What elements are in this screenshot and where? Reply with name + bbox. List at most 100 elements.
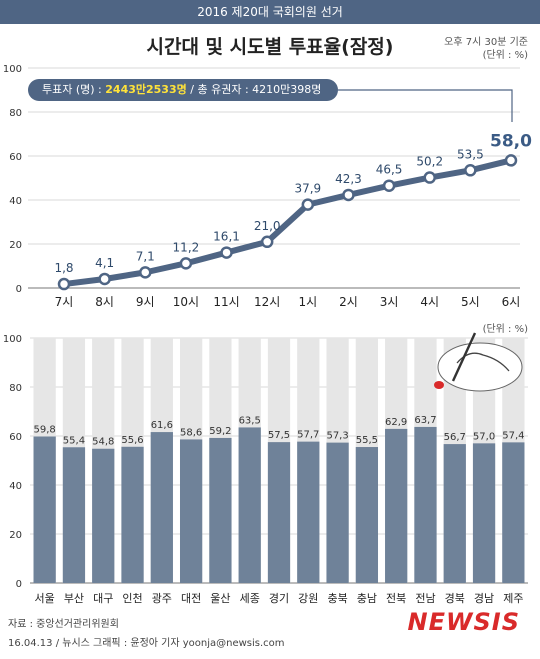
x-tick-label: 경기 (269, 592, 289, 605)
turnout-bar (326, 442, 349, 583)
x-tick-label: 전남 (415, 592, 435, 605)
bar-value-label: 55,6 (121, 435, 143, 446)
x-tick-label: 서울 (35, 592, 55, 605)
x-tick-label: 3시 (380, 295, 399, 309)
turnout-bar (414, 426, 437, 583)
hand-with-pen-icon (434, 332, 523, 392)
basis-note: 오후 7시 30분 기준 (단위 : %) (444, 36, 528, 62)
bar-value-label: 57,4 (502, 430, 524, 441)
y-tick-label: 100 (3, 64, 22, 75)
x-tick-label: 12시 (254, 295, 280, 309)
line-point (301, 198, 315, 211)
point-value-label: 21,0 (254, 219, 281, 233)
line-point (342, 188, 355, 202)
graphic-credit: 16.04.13 / 뉴시스 그래픽 : 윤정아 기자 yoonja@newsi… (8, 638, 285, 649)
x-tick-label: 11시 (213, 295, 239, 309)
y-tick-label: 80 (9, 383, 22, 394)
x-tick-label: 인천 (122, 591, 142, 605)
regional-turnout-bar-chart: 59,8 55,4 54,8 55,6 61,6 58,6 59,2 63,5 57,5 57,7… (3, 332, 528, 605)
turnout-bar (62, 447, 86, 583)
bar-value-label: 58,6 (180, 427, 202, 438)
unit-note: (단위 : %) (482, 50, 528, 61)
turnout-bar (472, 443, 496, 583)
line-point (179, 257, 193, 270)
turnout-bar (355, 447, 379, 583)
turnout-bar (209, 437, 232, 583)
point-value-label: 53,5 (457, 147, 484, 161)
bar-value-label: 63,7 (414, 415, 436, 426)
y-tick-label: 20 (9, 530, 22, 541)
source-credit: 자료 : 중앙선거관리위원회 (8, 619, 119, 630)
bar-value-label: 61,6 (151, 420, 173, 431)
info-separator: / (190, 83, 194, 96)
y-tick-label: 80 (9, 108, 22, 119)
point-value-label: 46,5 (376, 163, 403, 177)
line-point (464, 164, 477, 177)
x-tick-label: 10시 (173, 295, 199, 309)
x-tick-label: 광주 (152, 592, 172, 605)
y-tick-label: 100 (3, 334, 22, 345)
x-tick-label: 충남 (357, 592, 377, 605)
line-point (139, 266, 152, 279)
line-point (260, 235, 274, 249)
turnout-bar (443, 444, 466, 583)
x-tick-label: 8시 (95, 295, 114, 309)
y-tick-label: 60 (9, 432, 22, 443)
line-point (98, 272, 111, 286)
bar-value-label: 57,0 (473, 431, 495, 442)
x-tick-label: 2시 (339, 295, 358, 309)
y-tick-label: 60 (9, 152, 22, 163)
point-value-label: 11,2 (173, 240, 200, 254)
turnout-bar (267, 442, 291, 583)
point-value-label: 42,3 (335, 172, 362, 186)
x-tick-label: 강원 (298, 592, 318, 605)
time-note: 오후 7시 30분 기준 (444, 37, 528, 48)
turnout-line (63, 157, 512, 288)
total-value: 4210만398명 (252, 83, 322, 96)
line-point (220, 246, 233, 259)
y-tick-label: 40 (9, 481, 22, 492)
point-value-label: 58,0 (490, 131, 532, 151)
newsis-logo: NEWSIS (407, 608, 520, 636)
turnout-bar (238, 427, 261, 583)
total-label: 총 유권자 : (197, 83, 249, 96)
x-tick-label: 경북 (445, 592, 465, 605)
voters-value: 2443만2533명 (105, 83, 187, 96)
bar-value-label: 57,5 (268, 430, 290, 441)
point-value-label: 4,1 (95, 256, 114, 270)
x-tick-label: 대전 (181, 592, 201, 605)
y-tick-label: 0 (16, 284, 22, 295)
x-tick-label: 세종 (240, 592, 260, 605)
hourly-turnout-line-chart: 1,8 4,1 7,1 11,2 16,1 21,0 37,9 42,3 46,5 50,2 53,… (3, 64, 532, 309)
voter-info-box: 투표자 (명) : 2443만2533명 / 총 유권자 : 4210만398명 (28, 79, 338, 101)
line-point (382, 179, 396, 192)
turnout-bar (150, 432, 173, 583)
bar-value-label: 56,7 (444, 432, 466, 443)
bar-value-label: 59,2 (209, 426, 231, 437)
y-tick-label: 40 (9, 196, 22, 207)
election-banner: 2016 제20대 국회의원 선거 (0, 0, 540, 24)
callout-leader-line (338, 89, 513, 122)
turnout-bar (121, 446, 144, 583)
line-point (423, 171, 436, 184)
x-tick-label: 경남 (474, 592, 494, 605)
bar-value-label: 59,8 (34, 424, 56, 435)
line-point (504, 154, 518, 167)
chart-title: 시간대 및 시도별 투표율(잠정) (146, 36, 394, 58)
x-tick-label: 부산 (64, 592, 84, 605)
bar-value-label: 55,4 (63, 435, 85, 446)
x-tick-label: 울산 (210, 592, 230, 605)
x-tick-label: 제주 (503, 592, 523, 605)
turnout-bar (33, 436, 56, 583)
y-tick-label: 20 (9, 240, 22, 251)
voters-label: 투표자 (명) : (42, 83, 102, 96)
x-tick-label: 대구 (93, 592, 113, 605)
point-value-label: 50,2 (416, 155, 443, 169)
x-tick-label: 전북 (386, 592, 406, 605)
unit-note-bars: (단위 : %) (482, 324, 528, 335)
bar-value-label: 54,8 (92, 437, 114, 448)
point-value-label: 16,1 (213, 230, 240, 244)
turnout-bar (502, 442, 525, 583)
point-value-label: 1,8 (54, 261, 73, 275)
